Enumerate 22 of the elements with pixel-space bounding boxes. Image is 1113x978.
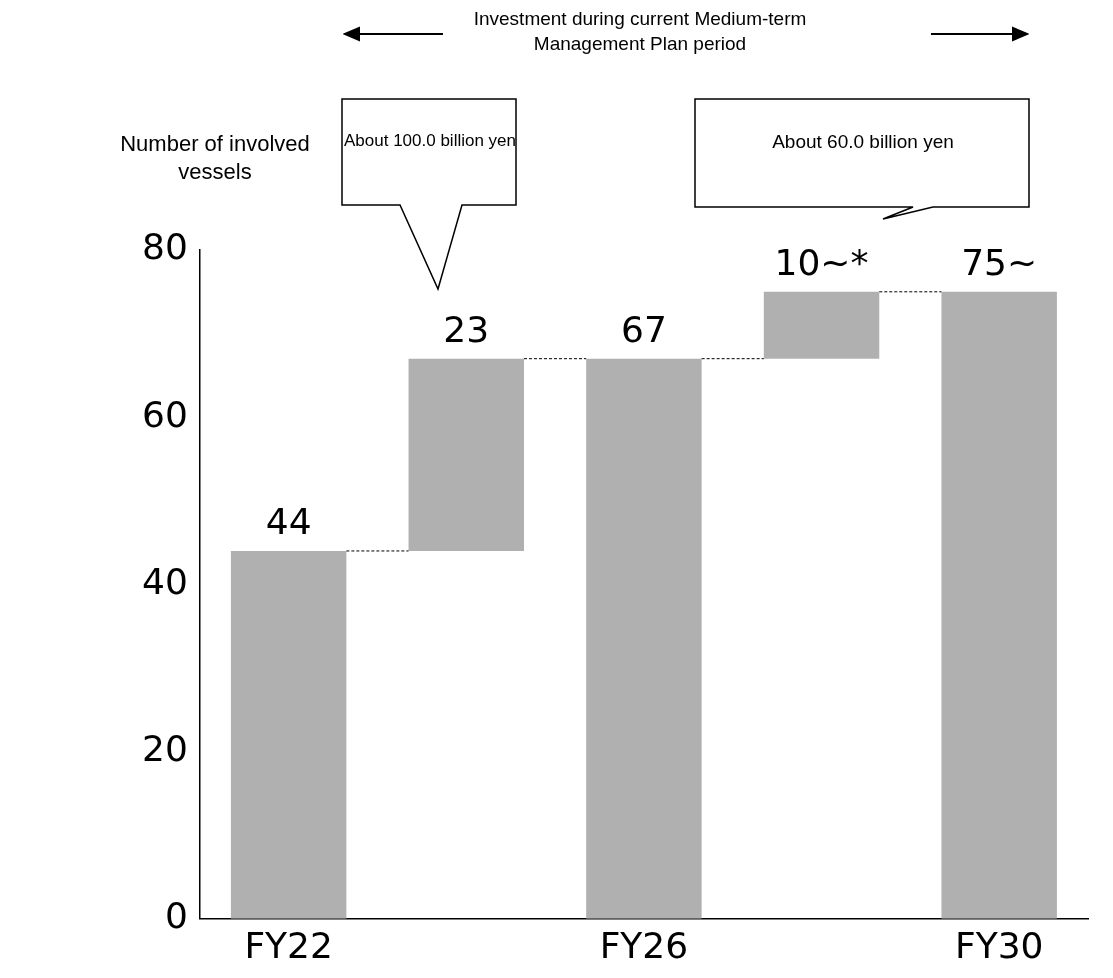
x-tick-label: FY22 [244, 924, 333, 966]
x-tick-label: FY26 [599, 924, 689, 966]
y-tick-label: 40 [142, 560, 188, 602]
bar [408, 358, 524, 551]
y-tick-label: 80 [142, 226, 188, 268]
bar [586, 358, 702, 919]
y-axis-title: Number of involved vessels [119, 130, 311, 186]
data-label: 44 [265, 501, 312, 543]
text: About 100.0 billion yen [343, 131, 517, 151]
data-label: 23 [443, 309, 490, 351]
text: Investment during current Medium-term Management Plan period [472, 7, 808, 56]
data-label: 75~ [961, 242, 1038, 284]
annotation: 10~* [774, 242, 869, 284]
y-tick-label: 60 [142, 393, 188, 435]
y-tick-label: 20 [142, 727, 188, 769]
text: About 60.0 billion yen [771, 131, 955, 153]
bar [763, 291, 880, 359]
y-tick-label: 0 [164, 895, 188, 937]
bar [941, 291, 1057, 919]
bar [230, 550, 347, 919]
x-tick-label: FY30 [954, 924, 1044, 966]
data-label: 67 [621, 309, 667, 351]
